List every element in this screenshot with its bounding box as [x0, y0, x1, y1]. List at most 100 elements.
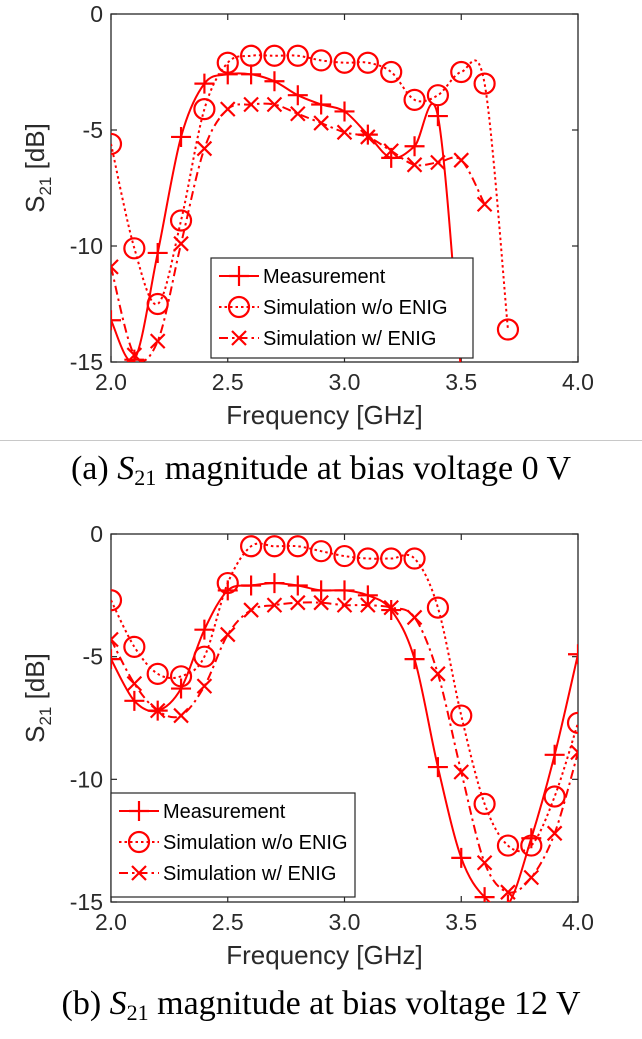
- data-point-simulation-w-o-enig: [216, 571, 239, 595]
- data-point-simulation-w-enig: [243, 96, 259, 113]
- data-point-simulation-w-o-enig: [240, 535, 263, 558]
- data-point-measurement: [334, 101, 355, 122]
- series-line-simulation-w-enig: [111, 102, 486, 362]
- data-point-simulation-w-enig: [111, 631, 119, 648]
- data-point-simulation-w-o-enig: [473, 792, 496, 815]
- data-point-simulation-w-enig: [290, 594, 306, 611]
- data-point-measurement: [147, 242, 168, 263]
- data-point-simulation-w-o-enig: [263, 44, 286, 67]
- data-point-simulation-w-enig: [453, 764, 470, 780]
- data-point-measurement: [427, 106, 448, 127]
- data-point-measurement: [287, 575, 308, 596]
- data-point-simulation-w-enig: [523, 869, 540, 886]
- data-point-simulation-w-o-enig: [111, 132, 123, 156]
- caption-b-var: S: [109, 985, 127, 1022]
- data-point-measurement: [334, 580, 355, 601]
- data-point-measurement: [194, 73, 215, 94]
- x-tick-label: 2.5: [212, 909, 244, 935]
- series-line-measurement: [111, 582, 578, 902]
- data-point-simulation-w-enig: [500, 884, 516, 900]
- data-point-simulation-w-o-enig: [263, 535, 286, 558]
- data-point-simulation-w-o-enig: [426, 596, 449, 619]
- data-point-simulation-w-o-enig: [403, 88, 426, 111]
- legend-marker-simulation-w-o-enig: [227, 295, 251, 319]
- data-point-measurement: [264, 71, 285, 92]
- data-point-simulation-w-o-enig: [520, 834, 543, 857]
- data-point-simulation-w-enig: [111, 259, 119, 275]
- figure-panel-b: 2.0 2.5 3.0 3.5 4.0 0 -5 -10 -15 Frequency [GHz] S…: [0, 512, 642, 1039]
- legend: Measurement Simulation w/o ENIG Simulation…: [210, 257, 474, 359]
- separator-line: [0, 440, 642, 441]
- data-point-simulation-w-o-enig: [240, 44, 263, 67]
- legend-marker-simulation-w-enig: [131, 865, 147, 881]
- data-point-measurement: [311, 580, 332, 601]
- data-point-measurement: [217, 64, 238, 85]
- x-tick-label: 2.0: [95, 909, 127, 935]
- data-point-simulation-w-o-enig: [286, 535, 309, 558]
- data-point-simulation-w-o-enig: [356, 51, 379, 74]
- data-point-measurement: [111, 649, 121, 670]
- chart-a: 2.0 2.5 3.0 3.5 4.0 0 -5 -10 -15 Frequency [GHz] S…: [20, 1, 594, 430]
- data-point-measurement: [287, 85, 308, 106]
- data-point-measurement: [544, 744, 565, 765]
- legend: Measurement Simulation w/o ENIG Simulation…: [110, 792, 356, 898]
- data-point-simulation-w-enig: [266, 597, 283, 613]
- data-point-simulation-w-enig: [360, 597, 376, 613]
- data-point-simulation-w-o-enig: [333, 544, 356, 568]
- caption-a: (a) S21 magnitude at bias voltage 0 V: [0, 450, 642, 491]
- series-layer: [111, 535, 578, 902]
- data-point-simulation-w-enig: [430, 154, 446, 171]
- legend-marker-measurement: [129, 801, 149, 821]
- caption-b-label: (b): [61, 985, 110, 1022]
- data-point-simulation-w-enig: [476, 196, 493, 213]
- x-tick-label: 3.5: [445, 909, 477, 935]
- data-point-measurement: [506, 894, 510, 902]
- data-point-simulation-w-o-enig: [123, 635, 146, 658]
- data-point-simulation-w-enig: [336, 124, 353, 141]
- legend-marker-measurement: [229, 266, 249, 286]
- legend-box: [210, 257, 474, 359]
- x-tick-label: 4.0: [562, 909, 594, 935]
- data-point-simulation-w-enig: [406, 609, 423, 626]
- y-axis-label: S21 [dB]: [20, 123, 55, 213]
- data-point-simulation-w-enig: [383, 143, 399, 159]
- data-point-simulation-w-o-enig: [333, 51, 356, 74]
- data-point-measurement: [124, 349, 145, 362]
- data-point-simulation-w-enig: [266, 96, 283, 113]
- caption-a-text: magnitude at bias voltage 0 V: [156, 450, 572, 487]
- legend-label-measurement: Measurement: [163, 801, 286, 823]
- data-point-measurement: [124, 690, 145, 711]
- data-point-simulation-w-o-enig: [566, 711, 578, 735]
- data-point-measurement: [171, 678, 192, 699]
- data-point-simulation-w-o-enig: [380, 547, 403, 570]
- x-tick-label: 4.0: [562, 369, 594, 395]
- data-point-simulation-w-enig: [430, 666, 446, 682]
- data-point-measurement: [451, 847, 472, 868]
- y-tick-label: -5: [83, 644, 103, 670]
- y-axis-label: S21 [dB]: [20, 653, 55, 743]
- data-point-measurement: [357, 585, 378, 606]
- data-point-simulation-w-enig: [313, 115, 329, 131]
- caption-a-sub: 21: [134, 465, 157, 490]
- x-axis-label: Frequency [GHz]: [226, 940, 423, 970]
- data-point-measurement: [474, 887, 495, 902]
- data-point-simulation-w-enig: [219, 626, 236, 643]
- data-point-measurement: [241, 575, 262, 596]
- data-point-simulation-w-o-enig: [310, 540, 333, 563]
- data-point-simulation-w-o-enig: [310, 49, 333, 72]
- data-point-simulation-w-o-enig: [111, 589, 123, 612]
- data-point-simulation-w-enig: [476, 854, 493, 871]
- data-point-simulation-w-enig: [383, 599, 399, 616]
- data-point-measurement: [111, 310, 121, 331]
- data-point-measurement: [194, 619, 215, 640]
- data-point-measurement: [404, 136, 425, 157]
- chart-b: 2.0 2.5 3.0 3.5 4.0 0 -5 -10 -15 Frequency [GHz] S…: [20, 521, 594, 970]
- caption-b: (b) S21 magnitude at bias voltage 12 V: [0, 985, 642, 1026]
- legend-marker-simulation-w-o-enig: [127, 830, 151, 854]
- data-point-simulation-w-o-enig: [450, 704, 473, 727]
- data-point-measurement: [311, 94, 332, 115]
- data-point-simulation-w-o-enig: [193, 98, 216, 121]
- data-point-measurement: [381, 600, 402, 621]
- data-point-measurement: [404, 649, 425, 670]
- figure-panel-a: 2.0 2.5 3.0 3.5 4.0 0 -5 -10 -15 Frequency [GHz] S…: [0, 0, 642, 510]
